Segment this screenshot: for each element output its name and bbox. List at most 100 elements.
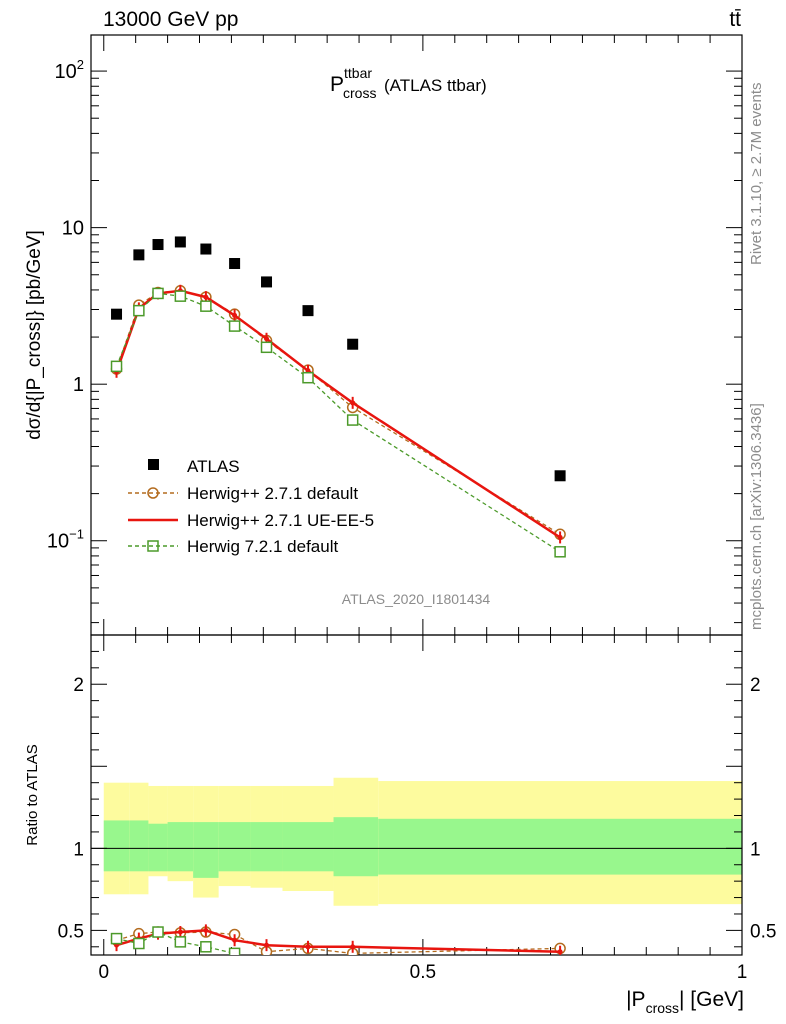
ratio-series <box>110 924 566 978</box>
ratio-panel: 0 0.5 10.5 0.51 12 2 Ratio to ATLAS |Pcross| … <box>24 634 776 1016</box>
point-herwig7-default <box>228 320 241 332</box>
ytick-label-ratio-right: 2 <box>750 675 761 696</box>
point-herwigpp-ueee5-dot <box>232 312 238 318</box>
point-herwigpp-ueee5-dot <box>177 929 183 935</box>
point-herwig7-default <box>200 941 212 953</box>
point-herwigpp-ueee5-dot <box>350 944 356 950</box>
main-ylabel: dσ/d{|P_cross|} [pb/GeV] <box>24 230 45 440</box>
ytick-label-base: 10 <box>62 218 84 240</box>
legend-marker-herwigpp-default <box>147 487 159 499</box>
xlabel-pre: |P <box>626 988 645 1011</box>
series-line <box>116 929 561 953</box>
legend-marker-atlas <box>148 459 159 470</box>
series-line <box>116 931 561 955</box>
band-stat-bin <box>282 822 334 872</box>
legend-entry-herwigpp-default: Herwig++ 2.7.1 default <box>128 484 358 503</box>
point-herwigpp-ueee5-dot <box>557 949 563 955</box>
point-herwig7-default <box>555 961 565 971</box>
legend-label-atlas: ATLAS <box>187 457 240 476</box>
point-atlas <box>261 276 273 288</box>
band-stat-bin <box>167 822 194 872</box>
point-herwig7-default <box>348 968 358 978</box>
ratio-axes: 0 0.5 10.5 0.51 12 2 <box>58 634 776 983</box>
ytick-label-main: 102 <box>55 57 84 83</box>
ytick-label-main: 10 <box>62 218 84 240</box>
ratio-ylabel: Ratio to ATLAS <box>24 744 41 845</box>
band-stat-bin <box>129 820 149 872</box>
ytick-label-ratio: 0.5 <box>58 921 84 942</box>
band-stat-bin <box>250 822 283 872</box>
point-herwig7-default <box>110 360 123 373</box>
point-herwigpp-ueee5-dot <box>305 368 311 374</box>
xtick-label: 0 <box>98 962 109 983</box>
point-atlas <box>302 305 314 317</box>
band-stat-bin <box>148 823 168 872</box>
plot-title-main: P <box>330 73 344 96</box>
rivet-label: Rivet 3.1.10, ≥ 2.7M events <box>748 83 765 266</box>
series-line <box>115 289 561 539</box>
point-herwig7-default <box>260 341 273 354</box>
point-herwig7-default <box>133 304 145 317</box>
plot-title-sub: cross <box>343 85 376 101</box>
point-herwigpp-ueee5-dot <box>203 927 209 933</box>
analysis-label: ATLAS_2020_I1801434 <box>342 591 491 607</box>
point-atlas <box>111 308 123 320</box>
ytick-label-base: 10 <box>47 531 69 553</box>
ytick-label-exp: 2 <box>77 57 84 72</box>
point-herwigpp-ueee5-dot <box>557 534 563 540</box>
ytick-label-main: 10−1 <box>47 527 84 553</box>
legend-label-herwigpp-ueee5: Herwig++ 2.7.1 UE-EE-5 <box>187 511 374 530</box>
ytick-label-main: 1 <box>73 374 84 396</box>
point-herwig7-default <box>174 290 187 302</box>
point-atlas <box>152 239 164 251</box>
point-atlas <box>200 243 212 255</box>
process-label: tt̄ <box>729 8 741 31</box>
point-atlas <box>174 236 186 248</box>
point-herwig7-default <box>110 932 123 945</box>
band-stat-bin <box>218 822 251 872</box>
ytick-label-ratio: 2 <box>73 675 84 696</box>
point-herwigpp-ueee5-dot <box>232 937 238 943</box>
point-herwigpp-ueee5-dot <box>264 942 270 948</box>
xlabel-post: | [GeV] <box>679 988 744 1011</box>
ytick-label-base: 10 <box>55 61 77 83</box>
ytick-label-ratio: 1 <box>73 839 84 860</box>
point-herwig7-default <box>262 961 272 971</box>
point-herwig7-default <box>133 937 145 950</box>
point-herwig7-default <box>174 936 187 948</box>
ytick-label-base: 1 <box>73 374 84 396</box>
point-herwigpp-ueee5-dot <box>305 944 311 950</box>
point-herwig7-default <box>303 958 313 968</box>
point-atlas <box>554 470 566 482</box>
point-atlas <box>229 258 241 270</box>
point-herwig7-default <box>152 926 164 938</box>
band-stat-bin <box>333 817 379 877</box>
legend-entry-herwig7-default: Herwig 7.2.1 default <box>128 537 338 556</box>
series-line <box>115 292 561 553</box>
point-herwig7-default <box>228 947 241 955</box>
point-herwigpp-ueee5-dot <box>350 400 356 406</box>
mcplots-label: mcplots.cern.ch [arXiv:1306.3436] <box>748 403 765 630</box>
energy-label: 13000 GeV pp <box>103 8 238 31</box>
point-herwig7-default <box>554 546 566 558</box>
legend-entry-atlas: ATLAS <box>148 457 240 476</box>
point-herwigpp-ueee5-dot <box>264 336 270 342</box>
plot-title-tail: (ATLAS ttbar) <box>384 76 487 95</box>
xlabel: |Pcross| [GeV] <box>626 988 744 1016</box>
legend: ATLAS Herwig++ 2.7.1 default Herwig++ 2.… <box>128 457 374 556</box>
xtick-label: 1 <box>737 962 748 983</box>
xlabel-sub: cross <box>646 1000 679 1016</box>
ytick-label-exp: −1 <box>69 527 84 542</box>
plot-title-sup: ttbar <box>344 65 372 81</box>
point-herwig7-default <box>152 287 164 300</box>
point-herwig7-default <box>200 300 212 312</box>
point-herwig7-default <box>346 414 359 426</box>
ytick-label-ratio-right: 1 <box>750 839 761 860</box>
legend-entry-herwigpp-ueee5: Herwig++ 2.7.1 UE-EE-5 <box>128 511 374 530</box>
xtick-label: 0.5 <box>410 962 436 983</box>
ratio-bands <box>103 777 742 906</box>
ratio-frame <box>90 634 743 956</box>
